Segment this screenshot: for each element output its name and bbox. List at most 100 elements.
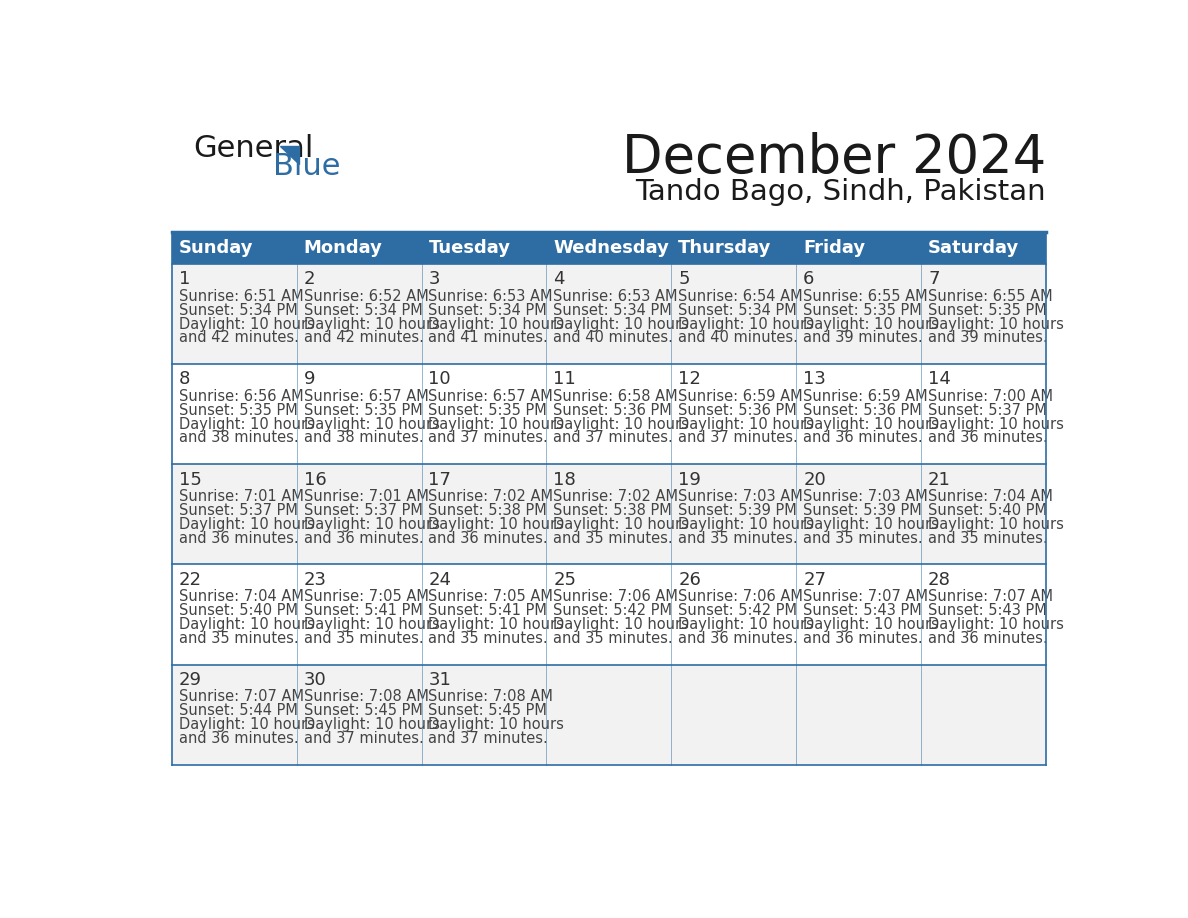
Text: Daylight: 10 hours: Daylight: 10 hours [678,617,814,632]
Text: 4: 4 [554,270,564,288]
Text: 27: 27 [803,571,826,588]
Text: Sunset: 5:41 PM: Sunset: 5:41 PM [429,603,548,618]
Text: Sunrise: 7:00 AM: Sunrise: 7:00 AM [928,389,1053,404]
Text: and 41 minutes.: and 41 minutes. [429,330,548,345]
Text: and 39 minutes.: and 39 minutes. [803,330,923,345]
Text: Sunrise: 6:53 AM: Sunrise: 6:53 AM [429,289,552,304]
Text: Daylight: 10 hours: Daylight: 10 hours [803,617,939,632]
Text: Sunrise: 7:06 AM: Sunrise: 7:06 AM [554,589,678,604]
Text: Tando Bago, Sindh, Pakistan: Tando Bago, Sindh, Pakistan [636,178,1045,206]
Bar [172,364,1045,465]
Text: Daylight: 10 hours: Daylight: 10 hours [928,517,1064,532]
Text: and 37 minutes.: and 37 minutes. [678,431,798,445]
Text: 24: 24 [429,571,451,588]
Text: Daylight: 10 hours: Daylight: 10 hours [928,417,1064,431]
Bar [172,665,1045,765]
Text: and 35 minutes.: and 35 minutes. [178,631,298,645]
Text: 22: 22 [178,571,202,588]
Text: Tuesday: Tuesday [429,239,511,257]
Text: Daylight: 10 hours: Daylight: 10 hours [554,617,689,632]
Text: Thursday: Thursday [678,239,772,257]
Text: Sunset: 5:35 PM: Sunset: 5:35 PM [803,303,922,318]
Text: Sunrise: 7:07 AM: Sunrise: 7:07 AM [178,689,304,704]
Text: and 40 minutes.: and 40 minutes. [554,330,674,345]
Text: 1: 1 [178,270,190,288]
Text: Sunset: 5:38 PM: Sunset: 5:38 PM [429,503,548,518]
Text: Sunset: 5:39 PM: Sunset: 5:39 PM [803,503,922,518]
Text: Sunset: 5:45 PM: Sunset: 5:45 PM [304,703,423,718]
Text: Sunset: 5:37 PM: Sunset: 5:37 PM [304,503,423,518]
Text: and 36 minutes.: and 36 minutes. [803,631,923,645]
Text: Sunrise: 6:57 AM: Sunrise: 6:57 AM [429,389,554,404]
Text: 8: 8 [178,371,190,388]
Text: 12: 12 [678,371,701,388]
Text: December 2024: December 2024 [621,131,1045,184]
Text: Sunset: 5:35 PM: Sunset: 5:35 PM [178,403,297,418]
Text: and 36 minutes.: and 36 minutes. [429,531,548,545]
Text: 30: 30 [304,671,327,688]
Text: 15: 15 [178,471,202,488]
Text: Sunrise: 6:55 AM: Sunrise: 6:55 AM [928,289,1053,304]
Text: 26: 26 [678,571,701,588]
Text: and 36 minutes.: and 36 minutes. [928,431,1048,445]
Text: Sunset: 5:42 PM: Sunset: 5:42 PM [678,603,797,618]
Text: Sunset: 5:34 PM: Sunset: 5:34 PM [429,303,548,318]
Text: Sunset: 5:44 PM: Sunset: 5:44 PM [178,703,298,718]
Text: Sunset: 5:36 PM: Sunset: 5:36 PM [554,403,672,418]
Text: and 35 minutes.: and 35 minutes. [554,631,674,645]
Text: 23: 23 [304,571,327,588]
Text: Sunrise: 7:06 AM: Sunrise: 7:06 AM [678,589,803,604]
Text: Sunset: 5:42 PM: Sunset: 5:42 PM [554,603,672,618]
Text: Sunrise: 7:04 AM: Sunrise: 7:04 AM [178,589,304,604]
Text: Sunrise: 7:02 AM: Sunrise: 7:02 AM [429,489,554,504]
Text: Daylight: 10 hours: Daylight: 10 hours [678,317,814,331]
Text: and 36 minutes.: and 36 minutes. [678,631,798,645]
Text: and 36 minutes.: and 36 minutes. [304,531,423,545]
Text: and 37 minutes.: and 37 minutes. [429,431,548,445]
Text: Friday: Friday [803,239,865,257]
Text: Daylight: 10 hours: Daylight: 10 hours [304,317,440,331]
Text: 7: 7 [928,270,940,288]
Text: General: General [194,133,314,162]
Bar [172,465,1045,565]
Text: and 37 minutes.: and 37 minutes. [554,431,674,445]
Text: Daylight: 10 hours: Daylight: 10 hours [928,317,1064,331]
Text: 11: 11 [554,371,576,388]
Text: Sunset: 5:43 PM: Sunset: 5:43 PM [928,603,1047,618]
Text: 14: 14 [928,371,950,388]
Text: Sunrise: 6:56 AM: Sunrise: 6:56 AM [178,389,303,404]
Text: 13: 13 [803,371,826,388]
Text: Daylight: 10 hours: Daylight: 10 hours [678,517,814,532]
Text: 2: 2 [304,270,315,288]
Text: Daylight: 10 hours: Daylight: 10 hours [304,717,440,732]
Text: Daylight: 10 hours: Daylight: 10 hours [803,417,939,431]
Text: Daylight: 10 hours: Daylight: 10 hours [803,317,939,331]
Text: Daylight: 10 hours: Daylight: 10 hours [554,417,689,431]
Text: and 36 minutes.: and 36 minutes. [928,631,1048,645]
Text: Daylight: 10 hours: Daylight: 10 hours [178,417,315,431]
Text: Sunset: 5:39 PM: Sunset: 5:39 PM [678,503,797,518]
Text: Sunrise: 7:01 AM: Sunrise: 7:01 AM [178,489,304,504]
Text: 18: 18 [554,471,576,488]
Text: Sunrise: 6:59 AM: Sunrise: 6:59 AM [803,389,928,404]
Text: Daylight: 10 hours: Daylight: 10 hours [429,717,564,732]
Text: Sunrise: 7:04 AM: Sunrise: 7:04 AM [928,489,1053,504]
Text: and 36 minutes.: and 36 minutes. [178,531,298,545]
Text: 16: 16 [304,471,327,488]
Text: Sunrise: 7:03 AM: Sunrise: 7:03 AM [678,489,803,504]
Text: Blue: Blue [273,152,341,181]
Text: Daylight: 10 hours: Daylight: 10 hours [429,417,564,431]
Text: Sunset: 5:34 PM: Sunset: 5:34 PM [304,303,423,318]
Text: Daylight: 10 hours: Daylight: 10 hours [678,417,814,431]
Text: Daylight: 10 hours: Daylight: 10 hours [178,317,315,331]
Text: 10: 10 [429,371,451,388]
Text: Sunrise: 7:08 AM: Sunrise: 7:08 AM [429,689,554,704]
Text: and 35 minutes.: and 35 minutes. [554,531,674,545]
Text: Sunset: 5:34 PM: Sunset: 5:34 PM [554,303,672,318]
Text: and 35 minutes.: and 35 minutes. [429,631,548,645]
Text: Sunday: Sunday [178,239,253,257]
Text: Sunset: 5:37 PM: Sunset: 5:37 PM [178,503,298,518]
Text: Sunset: 5:35 PM: Sunset: 5:35 PM [928,303,1047,318]
Text: Daylight: 10 hours: Daylight: 10 hours [803,517,939,532]
Text: and 38 minutes.: and 38 minutes. [304,431,423,445]
